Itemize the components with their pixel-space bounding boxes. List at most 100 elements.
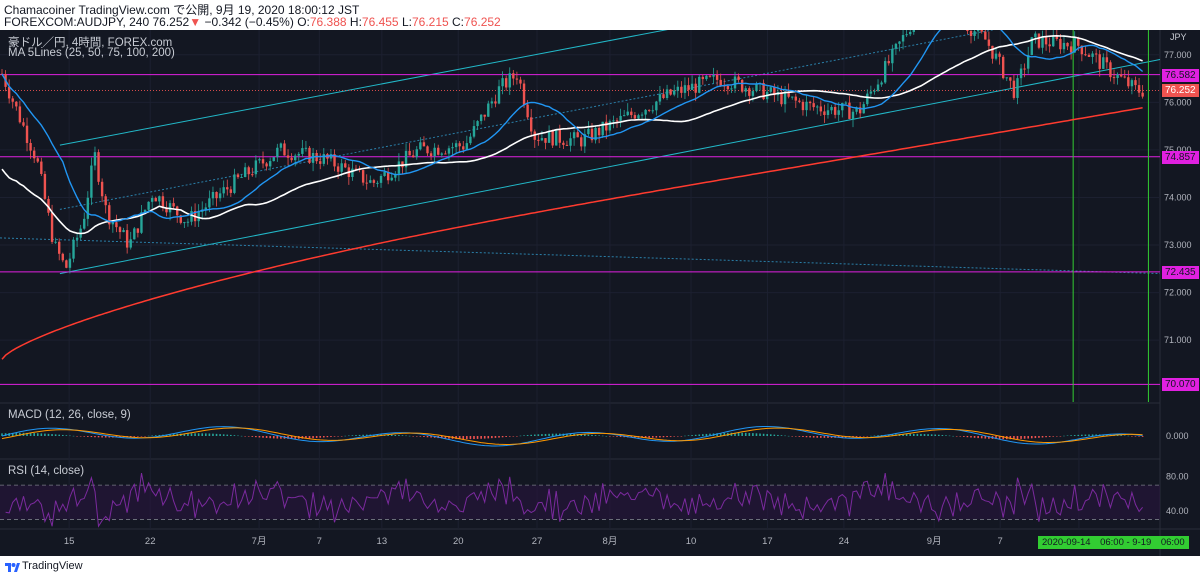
candle-body — [565, 144, 569, 146]
candle-body — [1119, 74, 1123, 77]
time-tick-label: 9月 — [927, 536, 942, 547]
tradingview-brand: TradingView — [22, 560, 83, 572]
candle-body — [504, 78, 508, 88]
macd-histogram-bar — [1138, 436, 1140, 437]
channel-upper-line — [59, 30, 668, 146]
macd-histogram-bar — [952, 435, 954, 437]
candle-body — [122, 230, 125, 233]
candle-body — [780, 92, 783, 105]
candle-body — [529, 117, 533, 132]
macd-histogram-bar — [598, 435, 600, 436]
candle-body — [426, 146, 429, 154]
candle-body — [47, 198, 50, 213]
price-level-label: 76.252 — [1162, 84, 1199, 98]
macd-histogram-bar — [169, 434, 171, 436]
macd-histogram-bar — [941, 435, 944, 436]
candle-body — [733, 76, 737, 89]
macd-histogram-bar — [963, 436, 965, 437]
macd-histogram-bar — [1106, 434, 1108, 436]
candle-body — [104, 196, 107, 206]
candle-body — [222, 187, 225, 194]
candle-body — [483, 114, 486, 117]
price-level-label: 72.435 — [1162, 265, 1199, 279]
macd-histogram-bar — [891, 434, 894, 436]
candle-body — [236, 174, 240, 178]
candle-body — [1005, 77, 1008, 79]
macd-histogram-bar — [666, 436, 668, 438]
candle-body — [680, 86, 683, 93]
macd-histogram-bar — [694, 434, 697, 436]
macd-histogram-bar — [1023, 436, 1026, 439]
macd-histogram-bar — [820, 436, 822, 438]
candle-body — [43, 173, 47, 199]
macd-histogram-bar — [501, 436, 504, 438]
macd-histogram-bar — [269, 436, 271, 439]
ma-legend: MA 5Lines (25, 50, 75, 100, 200) — [8, 47, 175, 59]
candle-body — [462, 146, 465, 150]
candle-body — [830, 107, 833, 111]
candle-body — [909, 31, 912, 35]
macd-histogram-bar — [1141, 436, 1144, 437]
candle-body — [1044, 37, 1048, 45]
macd-histogram-bar — [912, 433, 915, 436]
macd-histogram-bar — [612, 436, 615, 437]
macd-histogram-bar — [137, 436, 139, 437]
macd-histogram-bar — [680, 436, 683, 437]
candle-body — [773, 87, 776, 96]
macd-histogram-bar — [544, 433, 547, 436]
price-level-label: 74.857 — [1162, 150, 1199, 164]
macd-histogram-bar — [1034, 436, 1037, 439]
candle-body — [590, 128, 594, 141]
tradingview-logo-icon — [5, 563, 20, 572]
macd-histogram-bar — [408, 435, 411, 437]
candle-body — [1094, 53, 1098, 55]
candle-body — [1073, 38, 1076, 53]
macd-histogram-bar — [1048, 436, 1051, 437]
macd-histogram-bar — [655, 436, 658, 438]
candle-body — [984, 31, 987, 40]
candle-body — [154, 198, 157, 202]
macd-histogram-bar — [11, 432, 14, 436]
candle-body — [75, 237, 79, 240]
candle-body — [487, 103, 490, 117]
symbol-label: FOREXCOM:AUDJPY, 240 — [4, 15, 150, 29]
candle-body — [712, 74, 715, 77]
macd-histogram-bar — [423, 436, 425, 437]
macd-histogram-bar — [61, 434, 64, 436]
candle-body — [748, 88, 751, 96]
candle-body — [647, 109, 651, 111]
candle-body — [655, 101, 658, 111]
macd-histogram-bar — [630, 436, 633, 438]
candle-body — [394, 173, 397, 178]
macd-histogram-bar — [1038, 436, 1040, 438]
chart-canvas[interactable]: 15227月71320278月1017249月71477.00076.00075… — [0, 30, 1200, 556]
channel-mid-line — [59, 30, 995, 210]
candle-body — [419, 142, 422, 150]
price-tick-label: 75.000 — [1164, 145, 1192, 155]
candle-body — [1084, 54, 1087, 56]
macd-histogram-bar — [555, 433, 558, 436]
candle-body — [812, 103, 815, 108]
last-price: 76.252 — [152, 15, 190, 29]
candle-body — [622, 115, 626, 117]
candle-body — [762, 83, 765, 100]
macd-histogram-bar — [594, 435, 597, 436]
macd-histogram-bar — [358, 434, 361, 436]
candle-body — [715, 74, 719, 80]
macd-histogram-bar — [920, 433, 922, 436]
macd-histogram-bar — [870, 435, 872, 437]
candle-body — [297, 153, 300, 156]
macd-histogram-bar — [90, 436, 93, 438]
macd-histogram-bar — [737, 432, 740, 436]
candle-body — [322, 154, 326, 164]
candle-body — [65, 260, 68, 268]
candle-body — [158, 196, 161, 202]
macd-histogram-bar — [351, 435, 354, 436]
candle-body — [515, 78, 519, 80]
macd-histogram-bar — [752, 433, 754, 436]
macd-histogram-bar — [426, 436, 429, 438]
candle-body — [594, 127, 597, 141]
candle-body — [1069, 46, 1073, 53]
candle-body — [197, 211, 200, 222]
macd-histogram-bar — [54, 434, 57, 436]
